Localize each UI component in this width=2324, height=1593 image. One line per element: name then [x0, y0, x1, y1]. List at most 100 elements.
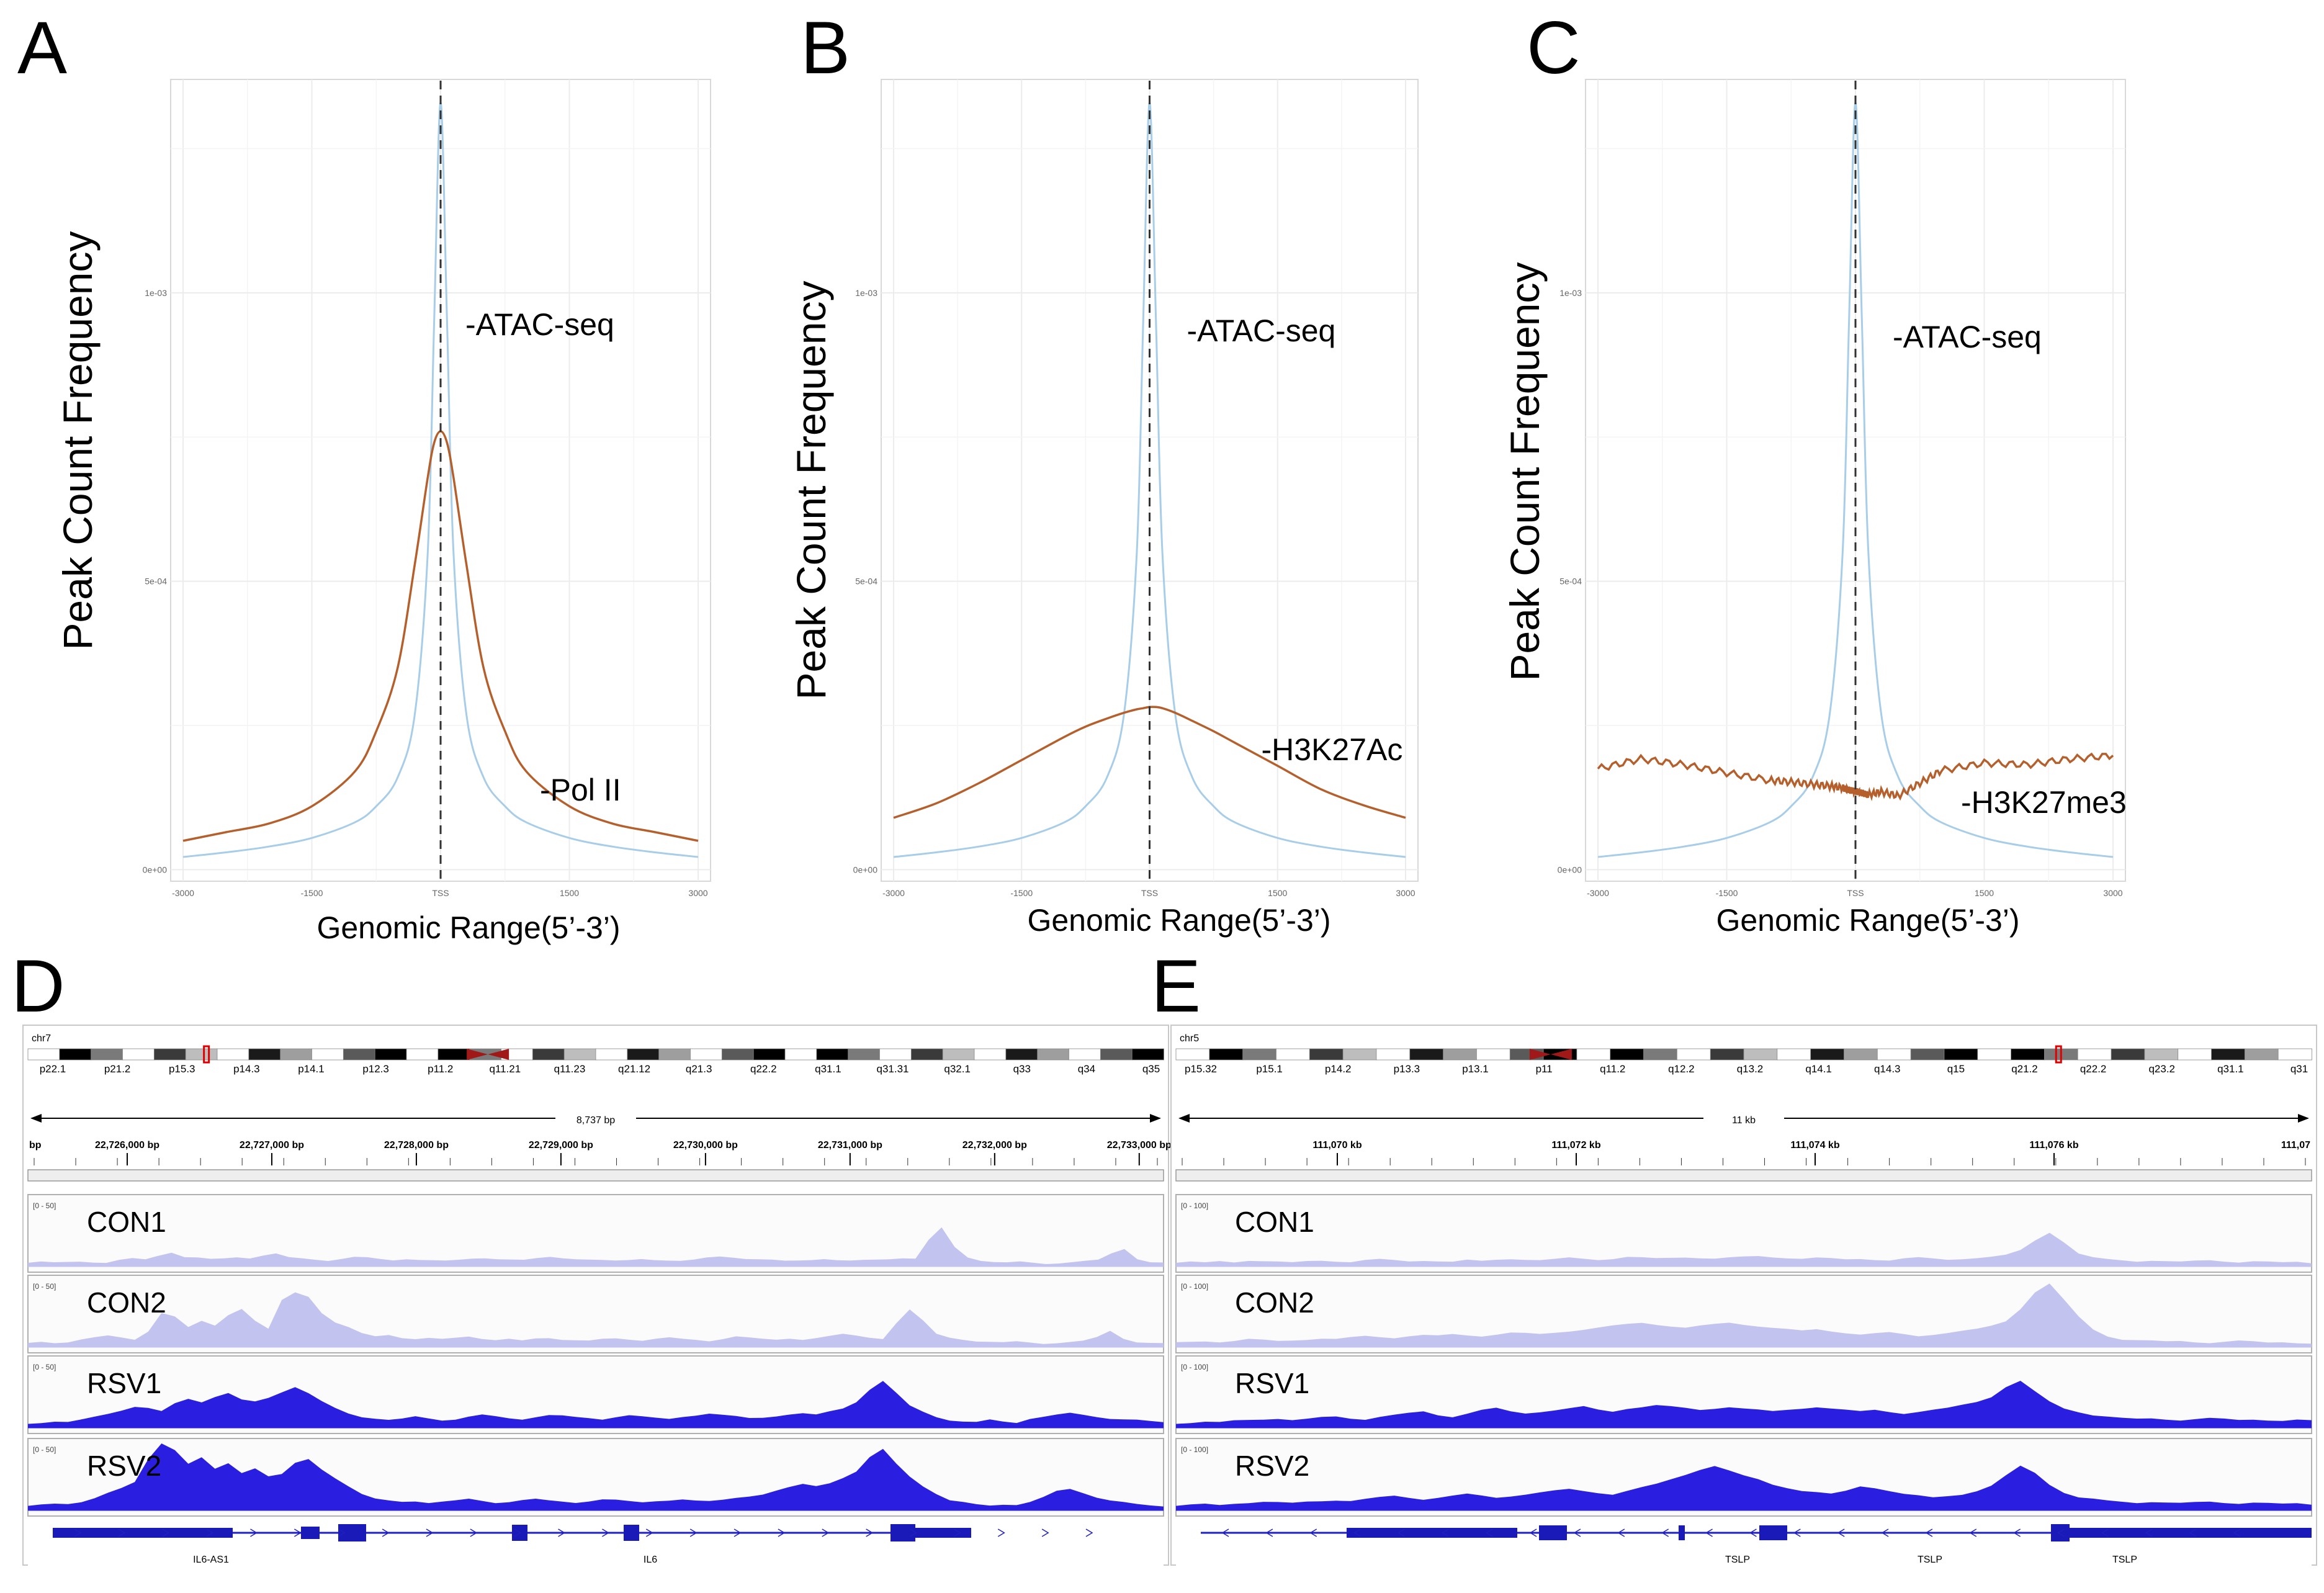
strand-chevron — [1925, 1528, 1933, 1537]
x-tick-label: -1500 — [301, 888, 323, 898]
panel-label: E — [1151, 945, 1201, 1028]
ideogram-band — [1777, 1048, 1811, 1061]
ideogram-band — [1743, 1048, 1778, 1061]
x-tick-label: -3000 — [882, 888, 905, 898]
band-label: q23.2 — [2148, 1063, 2175, 1075]
band-label: p22.1 — [40, 1063, 66, 1075]
ideogram-band — [343, 1048, 376, 1061]
ideogram-band — [2277, 1048, 2312, 1061]
y-axis-label: Peak Count Frequency — [55, 231, 101, 650]
y-tick-label: 5e-04 — [855, 577, 877, 586]
strand-chevron — [1617, 1528, 1625, 1537]
ideogram-band — [1877, 1048, 1912, 1061]
strand-chevron — [1793, 1528, 1801, 1537]
ideogram-band — [1443, 1048, 1478, 1061]
band-label: p11 — [1536, 1063, 1553, 1075]
strand-chevron — [250, 1528, 258, 1537]
ideogram-band — [690, 1048, 723, 1061]
strand-chevron — [1749, 1528, 1757, 1537]
ideogram-band — [312, 1048, 344, 1061]
ideogram-band — [627, 1048, 660, 1061]
gene-label: TSLP — [2112, 1555, 2137, 1565]
track-data-range: [0 - 100] — [1181, 1201, 1208, 1210]
strand-chevron — [954, 1528, 961, 1537]
ideogram-band — [1944, 1048, 1978, 1061]
ideogram-band — [91, 1048, 123, 1061]
ideogram-band — [721, 1048, 755, 1061]
ideogram-band — [2178, 1048, 2212, 1061]
strand-chevron — [206, 1528, 214, 1537]
ideogram-band — [2211, 1048, 2246, 1061]
ideogram-band — [974, 1048, 1007, 1061]
ideogram-band — [532, 1048, 565, 1061]
strand-chevron — [1969, 1528, 1977, 1537]
strand-chevron — [1221, 1528, 1229, 1537]
band-label: q14.3 — [1874, 1063, 1901, 1075]
gene-label: TSLP — [1725, 1555, 1750, 1565]
ideogram-band — [374, 1048, 407, 1061]
band-label: q31.1 — [815, 1063, 841, 1075]
track-con1: [0 - 100] CON1 — [1175, 1194, 2312, 1273]
span-label: 11 kb — [1732, 1115, 1756, 1126]
ideogram-band — [1342, 1048, 1377, 1061]
strand-chevron — [2101, 1528, 2109, 1537]
gene-exon — [53, 1528, 233, 1538]
strand-chevron — [558, 1528, 566, 1537]
strand-chevron — [426, 1528, 434, 1537]
strand-chevron — [2057, 1528, 2065, 1537]
ideogram-band — [879, 1048, 912, 1061]
coordinate-label: 111,070 kb — [1312, 1140, 1362, 1151]
strand-chevron — [1705, 1528, 1713, 1537]
band-label: q21.12 — [618, 1063, 650, 1075]
strand-chevron — [822, 1528, 830, 1537]
strand-chevron — [382, 1528, 390, 1537]
series-annotation: -ATAC-seq — [465, 307, 614, 342]
strand-chevron — [689, 1528, 698, 1537]
y-axis-label: Peak Count Frequency — [1502, 262, 1548, 681]
ideogram-band — [1175, 1048, 1210, 1061]
band-label: p21.2 — [104, 1063, 131, 1075]
ideogram-band — [406, 1048, 439, 1061]
gene-exon — [1679, 1525, 1685, 1540]
strand-chevron — [1485, 1528, 1493, 1537]
ideogram-band — [1069, 1048, 1101, 1061]
ideogram-band — [2144, 1048, 2179, 1061]
band-label: q33 — [1013, 1063, 1031, 1075]
track-rsv2: [0 - 100] RSV2 — [1175, 1438, 2312, 1517]
y-tick-label: 1e-03 — [855, 288, 877, 298]
track-name: CON1 — [87, 1206, 166, 1238]
x-axis-label: Genomic Range(5’-3’) — [316, 910, 620, 945]
strand-chevron — [866, 1528, 874, 1537]
series-annotation: -ATAC-seq — [1187, 313, 1336, 348]
coordinate-label: 111,074 kb — [1790, 1140, 1839, 1151]
strand-chevron — [118, 1528, 126, 1537]
x-tick-label: 1500 — [560, 888, 579, 898]
strand-chevron — [2013, 1528, 2021, 1537]
ideogram-band — [1710, 1048, 1744, 1061]
band-label: p13.3 — [1394, 1063, 1420, 1075]
ideogram-band — [1643, 1048, 1678, 1061]
band-label: q11.23 — [554, 1063, 586, 1075]
strand-chevron — [1441, 1528, 1449, 1537]
coordinate-label: 22,731,000 bp — [818, 1140, 882, 1151]
series-line-h3k27me3 — [1597, 752, 2114, 802]
coverage-profile — [1176, 1232, 2312, 1266]
ideogram-band — [1209, 1048, 1244, 1061]
y-tick-label: 1e-03 — [1559, 288, 1582, 298]
coordinate-label: 22,729,000 bp — [529, 1140, 593, 1151]
strand-chevron — [1041, 1528, 1049, 1537]
gene-exon — [1347, 1528, 1517, 1538]
span-arrow-left — [30, 1114, 42, 1123]
track-con2: [0 - 100] CON2 — [1175, 1275, 2312, 1353]
coverage-profile — [28, 1443, 1164, 1510]
strand-chevron — [734, 1528, 742, 1537]
series-annotation: -ATAC-seq — [1893, 320, 2042, 354]
ideogram-band — [1676, 1048, 1712, 1061]
strand-chevron — [162, 1528, 170, 1537]
band-label: q22.2 — [2080, 1063, 2107, 1075]
centromere-marker — [467, 1049, 488, 1060]
coordinate-label: 22,728,000 bp — [384, 1140, 449, 1151]
gene-exon — [1759, 1525, 1787, 1540]
track-name: RSV1 — [1235, 1367, 1309, 1399]
